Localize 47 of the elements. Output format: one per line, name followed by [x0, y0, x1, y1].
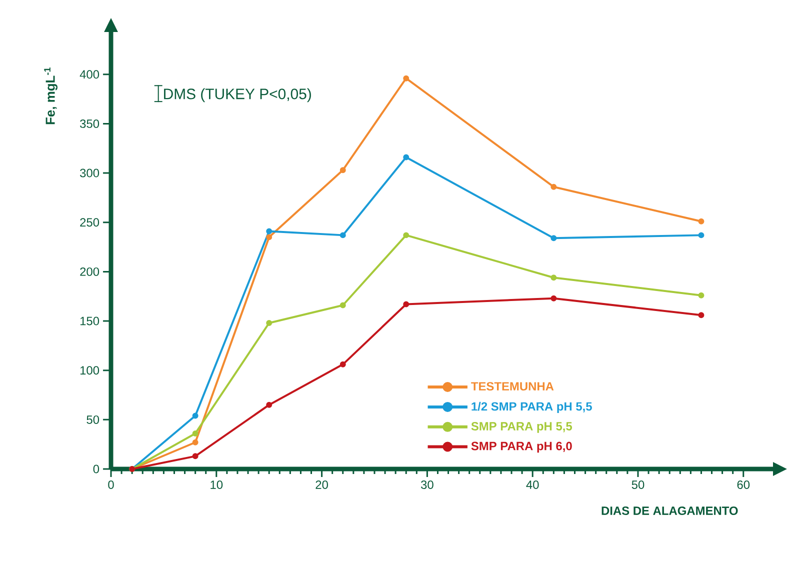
- point: [340, 361, 346, 368]
- point: [403, 75, 410, 82]
- legend-label: TESTEMUNHA: [471, 382, 554, 391]
- point: [266, 402, 272, 408]
- y-tick-label: 400: [80, 70, 100, 79]
- point: [550, 274, 557, 281]
- y-tick-label: 250: [80, 218, 100, 227]
- point: [340, 232, 346, 238]
- x-tick-label: 60: [737, 480, 750, 489]
- point: [192, 430, 198, 436]
- point: [266, 228, 272, 234]
- annotation: DMS (TUKEY P<0,05): [164, 88, 311, 102]
- point: [550, 295, 557, 302]
- y-tick-label: 350: [80, 119, 100, 128]
- point: [403, 301, 410, 308]
- point: [192, 439, 198, 446]
- point: [698, 312, 704, 318]
- y-tick-label: 50: [86, 415, 100, 424]
- point: [550, 235, 557, 242]
- x-tick-label: 10: [210, 480, 223, 489]
- point: [192, 453, 198, 460]
- x-tick-label: 20: [316, 480, 328, 489]
- legend-label: SMP PARA pH 6,0: [471, 442, 572, 453]
- point: [340, 167, 346, 174]
- point: [340, 302, 346, 308]
- x-tick-label: 40: [526, 480, 539, 489]
- y-tick-label: 100: [80, 366, 100, 375]
- y-tick-label: 200: [80, 267, 100, 276]
- y-axis-title: Fe, mgL$^{-1}$: [44, 67, 58, 124]
- x-tick-label: 0: [108, 480, 114, 489]
- x-axis-title: DIAS DE ALAGAMENTO: [602, 506, 738, 515]
- point: [698, 292, 704, 298]
- y-tick-label: 300: [80, 168, 100, 178]
- legend-label: 1/2 SMP PARA pH 5,5: [472, 402, 592, 414]
- point: [403, 232, 410, 238]
- point: [192, 412, 198, 419]
- point: [403, 154, 410, 160]
- legend-label: SMP PARA pH 5,5: [471, 422, 572, 433]
- y-tick-label: 150: [80, 316, 100, 326]
- point: [266, 234, 272, 240]
- point: [698, 232, 704, 238]
- y-tick-label: 0: [93, 464, 100, 474]
- point: [698, 218, 704, 224]
- x-tick-label: 30: [420, 480, 434, 489]
- point: [550, 184, 557, 190]
- point: [266, 320, 272, 326]
- x-tick-label: 50: [632, 480, 644, 489]
